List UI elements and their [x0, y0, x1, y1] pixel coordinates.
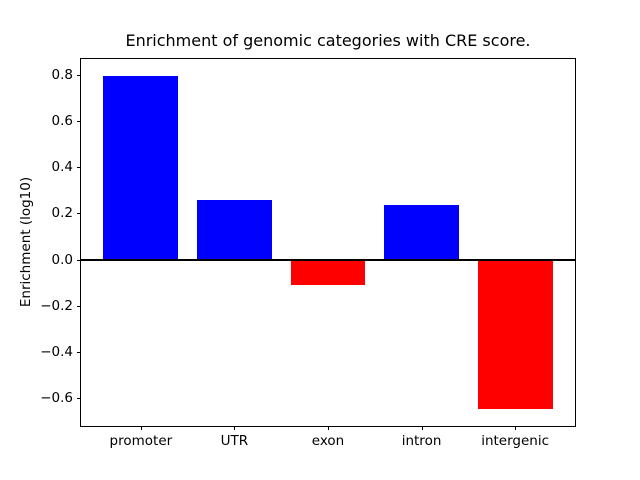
x-tick-UTR — [234, 426, 236, 430]
bar-promoter — [103, 75, 179, 260]
y-tick-label: −0.2 — [40, 297, 73, 314]
y-tick — [77, 74, 81, 76]
bar-exon — [290, 259, 366, 286]
x-tick-promoter — [140, 426, 142, 430]
x-tick-intergenic — [515, 426, 517, 430]
y-tick-label: −0.6 — [40, 390, 73, 407]
x-tick-label-exon: exon — [311, 433, 345, 449]
x-tick-label-UTR: UTR — [220, 433, 249, 449]
y-tick-label: 0.8 — [51, 66, 73, 83]
y-tick-label: 0.0 — [51, 251, 73, 268]
y-tick — [77, 213, 81, 215]
x-tick-label-intron: intron — [401, 433, 442, 449]
y-tick-label: 0.6 — [51, 112, 73, 129]
chart-title: Enrichment of genomic categories with CR… — [125, 31, 531, 50]
y-tick — [77, 398, 81, 400]
y-tick — [77, 305, 81, 307]
bar-intergenic — [477, 259, 553, 410]
x-tick-exon — [328, 426, 329, 430]
y-tick — [77, 259, 81, 261]
zero-baseline — [81, 258, 575, 261]
y-tick — [77, 352, 81, 354]
y-tick-label: −0.4 — [40, 344, 73, 361]
y-tick-label: 0.2 — [51, 205, 73, 222]
bar-intron — [384, 205, 459, 260]
y-axis-label-text: Enrichment (log10) — [18, 176, 34, 308]
x-tick-label-promoter: promoter — [109, 433, 173, 449]
bar-UTR — [197, 199, 272, 260]
x-tick-intron — [421, 426, 423, 430]
y-tick — [77, 120, 81, 122]
y-tick — [77, 167, 81, 169]
plot-area: promoter UTR exon intron intergenic 0.8 0.6 0.4… — [40, 58, 576, 449]
y-tick-label: 0.4 — [51, 159, 73, 176]
x-tick-label-intergenic: intergenic — [481, 433, 550, 449]
